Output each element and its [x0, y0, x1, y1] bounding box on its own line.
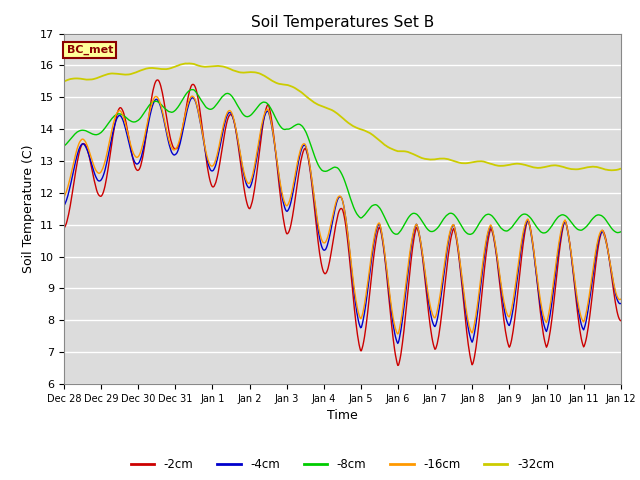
Title: Soil Temperatures Set B: Soil Temperatures Set B: [251, 15, 434, 30]
-32cm: [60, 79, 68, 84]
-32cm: [607, 168, 615, 173]
-32cm: [214, 63, 222, 69]
-8cm: [127, 119, 135, 124]
-16cm: [412, 222, 419, 228]
-4cm: [70, 166, 78, 171]
-32cm: [184, 60, 192, 66]
Line: -8cm: -8cm: [64, 90, 621, 234]
-2cm: [617, 318, 625, 324]
-16cm: [70, 158, 78, 164]
-16cm: [127, 144, 135, 150]
-32cm: [411, 152, 419, 157]
Line: -32cm: -32cm: [64, 63, 621, 170]
-4cm: [617, 300, 625, 306]
X-axis label: Time: Time: [327, 409, 358, 422]
-32cm: [127, 71, 135, 77]
-2cm: [394, 362, 402, 368]
-2cm: [70, 179, 78, 184]
-4cm: [60, 203, 68, 208]
-8cm: [214, 99, 222, 105]
-16cm: [617, 296, 625, 302]
-8cm: [428, 228, 435, 234]
Text: BC_met: BC_met: [67, 45, 113, 55]
-2cm: [185, 92, 193, 97]
-4cm: [394, 340, 402, 346]
-32cm: [617, 166, 625, 171]
-8cm: [411, 211, 419, 216]
-8cm: [188, 87, 196, 93]
-8cm: [184, 89, 192, 95]
-8cm: [60, 143, 68, 149]
Line: -16cm: -16cm: [64, 96, 621, 334]
-2cm: [214, 170, 222, 176]
-16cm: [189, 93, 196, 99]
-2cm: [60, 225, 68, 231]
-32cm: [428, 156, 435, 162]
Y-axis label: Soil Temperature (C): Soil Temperature (C): [22, 144, 35, 273]
-8cm: [617, 229, 625, 235]
Line: -2cm: -2cm: [64, 80, 621, 365]
-4cm: [214, 153, 222, 158]
-16cm: [184, 101, 192, 107]
-32cm: [185, 60, 193, 66]
-32cm: [70, 76, 78, 82]
Line: -4cm: -4cm: [64, 98, 621, 343]
-2cm: [127, 149, 135, 155]
-2cm: [154, 77, 161, 83]
-2cm: [412, 228, 419, 233]
-16cm: [60, 194, 68, 200]
-16cm: [428, 310, 436, 315]
-4cm: [127, 150, 135, 156]
-4cm: [428, 317, 436, 323]
-16cm: [394, 331, 402, 337]
Legend: -2cm, -4cm, -8cm, -16cm, -32cm: -2cm, -4cm, -8cm, -16cm, -32cm: [126, 454, 559, 476]
-16cm: [214, 148, 222, 154]
-4cm: [184, 105, 192, 110]
-2cm: [428, 334, 436, 340]
-8cm: [70, 132, 78, 138]
-4cm: [189, 95, 196, 101]
-8cm: [466, 231, 474, 237]
-4cm: [412, 223, 419, 229]
